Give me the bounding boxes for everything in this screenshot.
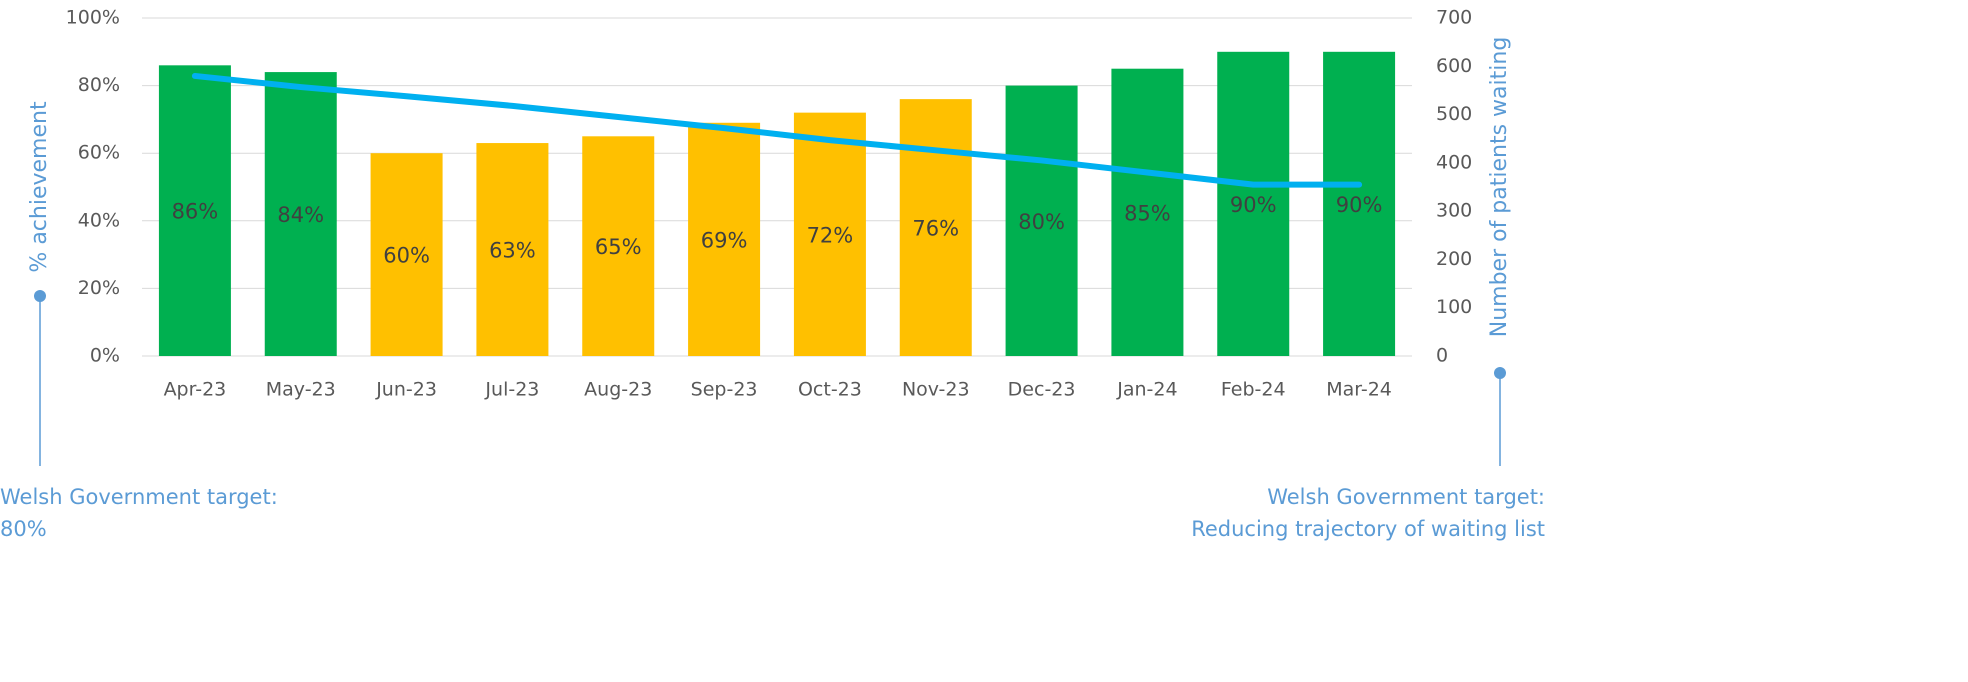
bar: [1217, 51, 1290, 357]
y2-tick-label: 0: [1436, 345, 1448, 367]
x-tick-label: Mar-24: [1326, 379, 1392, 401]
bar: [899, 99, 972, 357]
y2-tick-label: 400: [1436, 151, 1472, 173]
bar: [476, 143, 549, 356]
x-tick-label: Dec-23: [1008, 379, 1076, 401]
y-tick-label: 0%: [90, 345, 120, 367]
data-label: 76%: [912, 217, 959, 241]
data-label: 84%: [277, 203, 324, 227]
y-axis-title: % achievement: [27, 101, 52, 273]
annotation: Reducing trajectory of waiting list: [1191, 517, 1545, 541]
bar: [370, 153, 443, 356]
y-tick-label: 80%: [78, 74, 120, 96]
x-tick-label: Jul-23: [484, 379, 539, 401]
line: [191, 72, 1363, 188]
x-tick-label: Oct-23: [798, 379, 862, 401]
annotation: 80%: [0, 517, 47, 541]
y-tick-label: 60%: [78, 142, 120, 164]
data-label: 80%: [1018, 210, 1065, 234]
y2-tick-label: 200: [1436, 248, 1472, 270]
y-tick-label: 40%: [78, 209, 120, 231]
bar: [158, 65, 231, 356]
bar: [688, 122, 761, 356]
bar: [264, 72, 337, 356]
y-tick-label: 100%: [66, 7, 120, 29]
bar: [1005, 85, 1078, 356]
data-label: 63%: [489, 239, 536, 263]
x-tick-label: Sep-23: [691, 379, 758, 401]
y2-tick-label: 300: [1436, 200, 1472, 222]
x-tick-label: Aug-23: [584, 379, 652, 401]
data-label: 60%: [383, 244, 430, 268]
data-label: 65%: [595, 235, 642, 259]
data-label: 86%: [172, 200, 219, 224]
x-tick-label: Jun-23: [375, 379, 437, 401]
y2-tick-label: 600: [1436, 55, 1472, 77]
y2-tick-label: 500: [1436, 103, 1472, 125]
data-label: 90%: [1336, 193, 1383, 217]
x-tick-label: Nov-23: [902, 379, 970, 401]
data-label: 69%: [701, 228, 748, 252]
x-tick-label: Feb-24: [1221, 379, 1286, 401]
y2-tick-label: 700: [1436, 7, 1472, 29]
x-tick-label: Jan-24: [1116, 379, 1177, 401]
bar: [582, 136, 655, 356]
y2-tick-label: 100: [1436, 296, 1472, 318]
annotation: Welsh Government target:: [0, 485, 278, 509]
data-label: 72%: [807, 223, 854, 247]
y2-axis-title: Number of patients waiting: [1487, 37, 1512, 338]
data-label: 90%: [1230, 193, 1277, 217]
bar: [1111, 68, 1184, 356]
x-tick-label: May-23: [266, 379, 336, 401]
y-tick-label: 20%: [78, 277, 120, 299]
x-tick-label: Apr-23: [164, 379, 227, 401]
bar: [793, 112, 866, 356]
bar: [1323, 51, 1396, 357]
data-label: 85%: [1124, 201, 1171, 225]
annotation: Welsh Government target:: [1267, 485, 1545, 509]
